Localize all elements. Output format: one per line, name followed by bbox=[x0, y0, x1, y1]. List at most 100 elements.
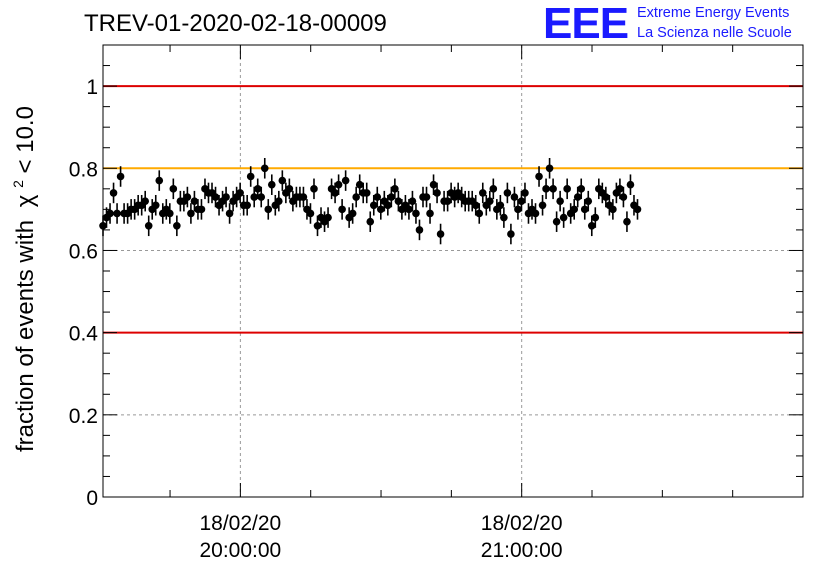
point-marker bbox=[549, 185, 557, 193]
chart-title: TREV-01-2020-02-18-00009 bbox=[84, 10, 387, 37]
y-axis-label-text: fraction of events with bbox=[12, 220, 39, 452]
point-marker bbox=[602, 193, 610, 201]
point-marker bbox=[538, 201, 547, 210]
data-point bbox=[141, 190, 149, 212]
point-marker bbox=[243, 201, 251, 210]
data-point bbox=[412, 203, 420, 224]
point-marker bbox=[246, 172, 255, 181]
data-point bbox=[433, 182, 441, 204]
data-point bbox=[609, 199, 617, 220]
data-point bbox=[306, 203, 315, 224]
data-point bbox=[246, 166, 255, 187]
point-marker bbox=[408, 197, 417, 205]
data-point bbox=[619, 186, 628, 208]
point-marker bbox=[141, 197, 149, 205]
data-point bbox=[422, 186, 431, 208]
point-marker bbox=[366, 217, 375, 226]
point-marker bbox=[521, 189, 529, 197]
point-marker bbox=[496, 201, 505, 210]
data-point bbox=[531, 203, 540, 224]
point-marker bbox=[443, 197, 452, 205]
data-point bbox=[486, 190, 494, 212]
point-marker bbox=[331, 189, 339, 197]
data-point bbox=[503, 182, 512, 204]
y-tick-label: 0.4 bbox=[69, 323, 99, 346]
point-marker bbox=[587, 222, 596, 230]
point-marker bbox=[503, 189, 512, 197]
point-marker bbox=[355, 180, 364, 189]
point-marker bbox=[169, 185, 178, 193]
y-axis-label: fraction of events with χ 2 < 10.0 bbox=[2, 106, 39, 452]
data-point bbox=[341, 170, 350, 191]
point-marker bbox=[313, 222, 322, 230]
point-marker bbox=[584, 197, 593, 205]
point-marker bbox=[257, 193, 266, 201]
data-point bbox=[489, 178, 498, 200]
point-marker bbox=[570, 205, 578, 214]
point-marker bbox=[348, 209, 357, 218]
point-marker bbox=[471, 201, 480, 210]
point-marker bbox=[222, 193, 230, 201]
point-marker bbox=[514, 205, 522, 214]
data-point bbox=[324, 207, 332, 228]
data-point bbox=[584, 190, 593, 212]
data-point bbox=[475, 203, 484, 224]
point-marker bbox=[267, 180, 276, 189]
point-marker bbox=[415, 226, 424, 234]
point-marker bbox=[556, 197, 564, 205]
point-marker bbox=[626, 180, 635, 189]
point-marker bbox=[253, 185, 262, 193]
point-marker bbox=[113, 209, 121, 218]
data-point bbox=[570, 199, 578, 220]
point-marker bbox=[376, 205, 385, 214]
data-point bbox=[197, 199, 206, 220]
x-tick-label-time: 21:00:00 bbox=[481, 539, 563, 562]
data-point bbox=[299, 186, 308, 208]
data-point bbox=[278, 170, 287, 191]
y-tick-label: 0.8 bbox=[69, 158, 98, 181]
data-point bbox=[478, 182, 487, 204]
data-point bbox=[106, 203, 114, 224]
eee-logo-mark: EEE bbox=[543, 0, 629, 48]
point-marker bbox=[563, 185, 571, 193]
point-marker bbox=[260, 164, 269, 173]
point-marker bbox=[433, 189, 441, 197]
y-tick-label: 0.2 bbox=[69, 405, 98, 428]
point-marker bbox=[173, 222, 181, 230]
axis-tick-labels: 0 0.2 0.4 0.6 0.8 1 18/02/20 20:00:00 18/02/20 21… bbox=[69, 76, 563, 562]
data-point bbox=[236, 182, 244, 204]
data-point bbox=[109, 182, 118, 204]
point-marker bbox=[500, 213, 508, 222]
data-point bbox=[549, 178, 557, 200]
data-point bbox=[352, 186, 360, 208]
data-point bbox=[563, 178, 571, 200]
data-point bbox=[552, 211, 561, 232]
point-marker bbox=[225, 209, 234, 218]
data-point bbox=[151, 194, 160, 216]
data-point bbox=[166, 203, 174, 224]
data-point bbox=[310, 178, 318, 200]
grid-layer bbox=[103, 45, 803, 497]
point-marker bbox=[373, 193, 382, 201]
point-marker bbox=[151, 201, 160, 210]
point-marker bbox=[211, 193, 220, 201]
data-point bbox=[521, 182, 529, 204]
point-marker bbox=[405, 205, 413, 214]
point-marker bbox=[542, 185, 550, 193]
data-point bbox=[436, 223, 445, 245]
data-point bbox=[542, 178, 550, 200]
y-axis-label-symbol: χ bbox=[12, 194, 39, 207]
data-point bbox=[366, 211, 375, 232]
point-marker bbox=[197, 205, 206, 214]
point-marker bbox=[577, 185, 586, 193]
point-marker bbox=[573, 193, 582, 201]
point-marker bbox=[531, 209, 540, 218]
data-point bbox=[267, 174, 276, 195]
point-marker bbox=[391, 185, 399, 193]
point-marker bbox=[285, 185, 294, 193]
point-marker bbox=[369, 201, 378, 210]
data-point bbox=[556, 190, 564, 212]
point-marker bbox=[155, 176, 164, 185]
point-marker bbox=[352, 193, 360, 201]
data-point bbox=[559, 207, 568, 228]
